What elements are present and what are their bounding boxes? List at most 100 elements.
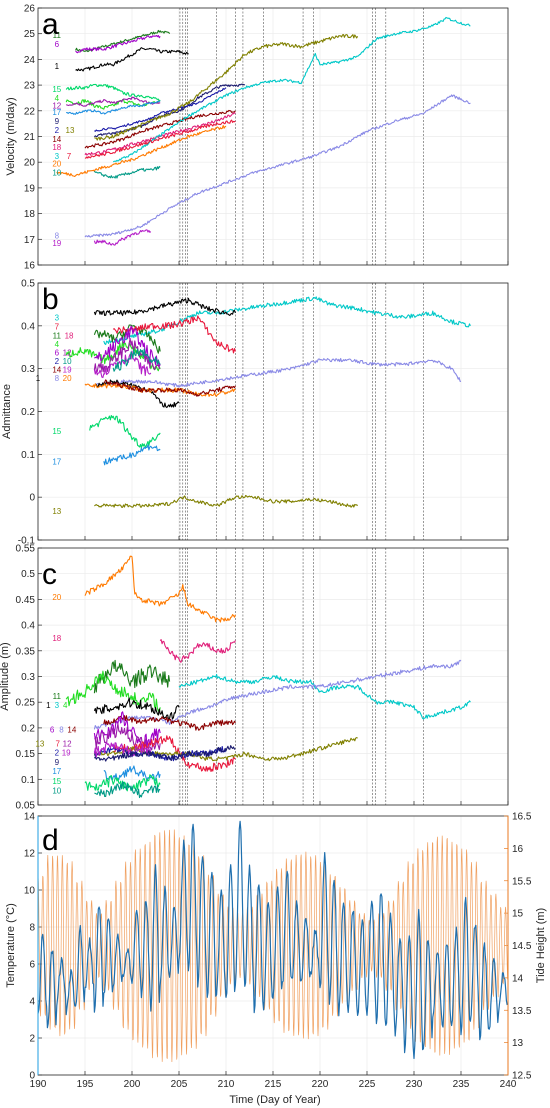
y-tick-label: 22 xyxy=(24,106,36,117)
y-tick-label: 0.55 xyxy=(16,544,36,555)
x-tick-label: 200 xyxy=(124,1079,141,1090)
series-line-station-17 xyxy=(103,765,161,782)
y-axis-label: Temperature (°C) xyxy=(5,903,17,987)
series-line-station-3 xyxy=(178,673,471,720)
station-label-10: 10 xyxy=(63,357,72,366)
station-label-17: 17 xyxy=(52,767,61,776)
station-label-14: 14 xyxy=(52,366,61,375)
x-tick-label: 215 xyxy=(265,1079,282,1090)
y-tick-label: 0.5 xyxy=(21,279,35,290)
panel-letter-d: d xyxy=(42,824,59,857)
station-label-14: 14 xyxy=(67,725,76,734)
station-label-11: 11 xyxy=(53,331,62,340)
series-line-station-7 xyxy=(84,119,236,159)
station-label-15: 15 xyxy=(52,777,61,786)
station-label-9: 9 xyxy=(55,758,60,767)
series-line-station-18 xyxy=(159,639,236,663)
series-line-station-1 xyxy=(93,697,180,722)
y2-tick-label: 14 xyxy=(512,973,524,984)
station-label-10: 10 xyxy=(52,787,61,796)
station-label-11: 11 xyxy=(53,31,62,40)
y-tick-label: 0.1 xyxy=(21,775,35,786)
y2-tick-label: 14.5 xyxy=(512,941,532,952)
station-label-19: 19 xyxy=(52,239,61,248)
station-label-3: 3 xyxy=(55,152,60,161)
y-tick-label: 0.45 xyxy=(16,595,36,606)
station-label-2: 2 xyxy=(55,126,60,135)
series-line-station-13 xyxy=(94,34,359,141)
station-label-15: 15 xyxy=(52,85,61,94)
station-label-13: 13 xyxy=(35,739,44,748)
station-label-20: 20 xyxy=(52,593,61,602)
series-line-station-6 xyxy=(75,34,161,54)
station-label-3: 3 xyxy=(55,701,60,710)
panel-letter-a: a xyxy=(42,8,59,41)
station-label-18: 18 xyxy=(65,331,74,340)
station-label-6: 6 xyxy=(50,725,55,734)
x-axis-label: Time (Day of Year) xyxy=(229,1094,320,1106)
x-tick-label: 230 xyxy=(406,1079,423,1090)
station-label-1: 1 xyxy=(55,62,60,71)
y-tick-label: 0.2 xyxy=(21,407,35,418)
y-tick-label: 20 xyxy=(24,158,36,169)
y-tick-label: 0.35 xyxy=(16,646,36,657)
station-label-7: 7 xyxy=(56,739,61,748)
series-line-station-8 xyxy=(93,357,462,388)
panel-c-amplitude: 0.05 0.1 0.15 0.2 0.25 0.3 0.35 0.4 0.45 0.5 0.55 A… xyxy=(0,544,509,812)
y-tick-label: 0.4 xyxy=(21,321,35,332)
y-tick-label: 0.05 xyxy=(16,801,36,812)
y-tick-label: 4 xyxy=(29,997,35,1008)
station-label-10: 10 xyxy=(52,168,61,177)
series-line-station-15 xyxy=(84,774,161,792)
y-tick-label: 18 xyxy=(24,209,36,220)
y-tick-label: 12 xyxy=(24,849,36,860)
station-label-8: 8 xyxy=(59,725,64,734)
series-line-station-14 xyxy=(84,109,236,149)
station-label-6: 6 xyxy=(55,348,60,357)
series-line-station-17 xyxy=(66,100,161,115)
panel-letter-b: b xyxy=(42,283,59,316)
y-tick-label: 0.4 xyxy=(21,621,35,632)
y2-tick-label: 13.5 xyxy=(512,1006,532,1017)
station-label-2: 2 xyxy=(55,357,60,366)
y-tick-label: 24 xyxy=(24,55,36,66)
x-tick-label: 235 xyxy=(453,1079,470,1090)
y-tick-label: 0.15 xyxy=(16,749,36,760)
series-line-station-15 xyxy=(89,414,161,449)
y-tick-label: 0 xyxy=(29,493,35,504)
series-line-station-10 xyxy=(112,348,161,372)
y2-axis-label: Tide Height (m) xyxy=(535,908,547,983)
y-tick-label: 0.5 xyxy=(21,569,35,580)
y2-tick-label: 16.5 xyxy=(512,812,532,823)
panel-d-temperature-tide: 0 2 4 6 8 10 12 14 Temperature (°C) 190 195 200 205 2… xyxy=(5,812,547,1091)
y-tick-label: 23 xyxy=(24,81,36,92)
y-tick-label: -0.1 xyxy=(18,536,36,547)
y-tick-label: 0.3 xyxy=(21,672,35,683)
y-tick-label: 0.3 xyxy=(21,364,35,375)
tide-height-line xyxy=(37,829,508,1063)
station-label-12: 12 xyxy=(52,102,61,111)
y-tick-label: 25 xyxy=(24,29,36,40)
station-label-17: 17 xyxy=(52,458,61,467)
series-line-station-4 xyxy=(65,670,161,713)
series-line-station-1 xyxy=(93,297,236,317)
y-tick-label: 26 xyxy=(24,4,36,15)
station-label-2: 2 xyxy=(55,749,60,758)
series-line-station-20 xyxy=(84,555,236,623)
station-label-11: 11 xyxy=(53,692,62,701)
station-label-3: 3 xyxy=(55,313,60,322)
series-line-station-10 xyxy=(94,781,161,799)
station-label-1: 1 xyxy=(46,701,51,710)
station-label-18: 18 xyxy=(52,143,61,152)
station-label-6: 6 xyxy=(55,40,60,49)
station-label-19: 19 xyxy=(63,366,72,375)
station-label-18: 18 xyxy=(52,634,61,643)
y-axis-label: Admittance xyxy=(1,384,13,439)
series-line-station-3 xyxy=(112,16,471,163)
series-line-station-17 xyxy=(103,444,161,466)
station-label-13: 13 xyxy=(52,507,61,516)
x-tick-label: 190 xyxy=(30,1079,47,1090)
series-line-station-1 xyxy=(75,47,189,72)
series-line-station-12 xyxy=(93,337,161,373)
